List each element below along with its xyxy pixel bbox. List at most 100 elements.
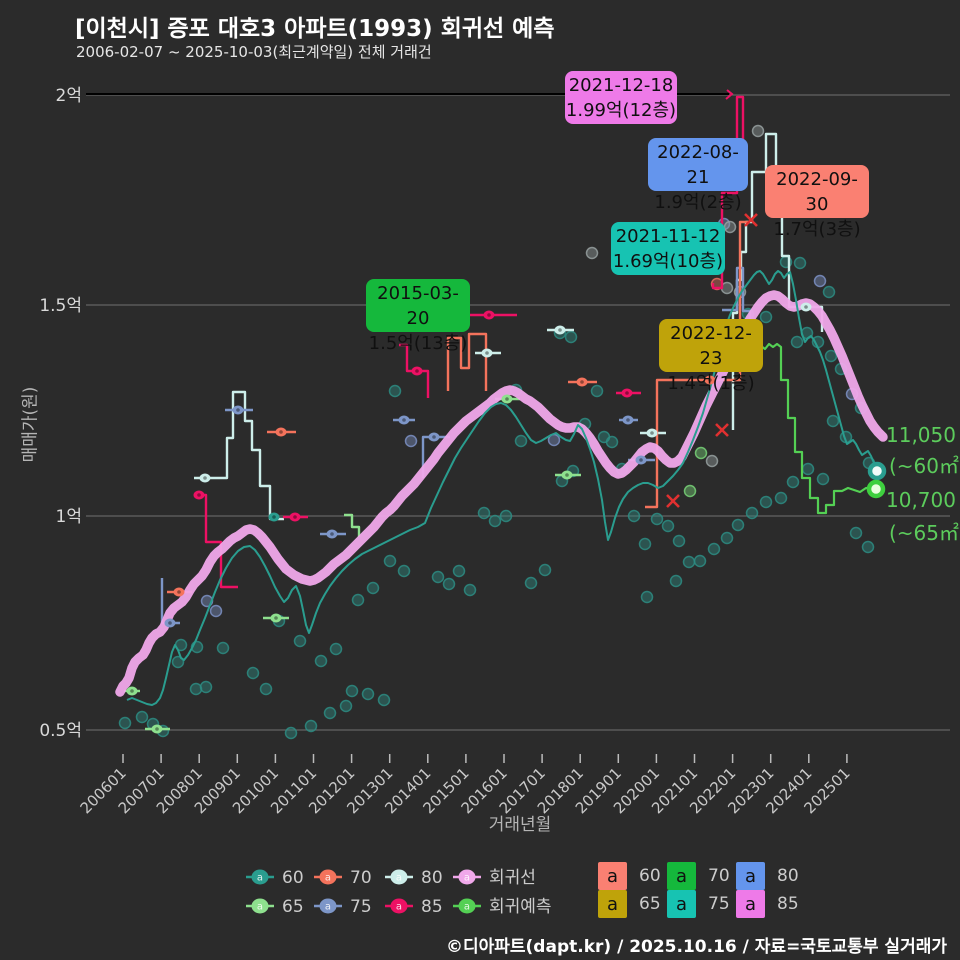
legend-item-85[interactable]: a 85 xyxy=(385,897,443,917)
y-tick-label: 0.5억 xyxy=(39,721,82,741)
legend-item-회귀예측[interactable]: a 회귀예측 xyxy=(453,897,552,917)
scatter-dot xyxy=(329,642,343,656)
legend-item-label: 70 xyxy=(350,868,372,888)
scatter-dot xyxy=(477,506,491,520)
deal-marker-core xyxy=(415,369,419,373)
annotation-price: 1.7억(3층) xyxy=(773,219,861,240)
scatter-dot xyxy=(323,706,337,720)
deal-marker xyxy=(289,512,301,522)
scatter-dot xyxy=(745,506,759,520)
deal-marker xyxy=(621,388,633,398)
scatter-dot xyxy=(849,526,863,540)
series-regression-line xyxy=(115,290,888,697)
forecast-end-dot xyxy=(867,461,887,481)
deal-marker-core xyxy=(708,378,712,382)
scatter-dot xyxy=(731,518,745,532)
legend-box-85[interactable]: a xyxy=(736,890,765,918)
legend-item-70[interactable]: a 70 xyxy=(314,868,372,888)
deal-marker xyxy=(151,724,163,734)
legend-box-75[interactable]: a xyxy=(667,890,696,918)
legend-item-60[interactable]: a 60 xyxy=(246,868,304,888)
scatter-dot xyxy=(816,472,830,486)
annotation-date: 2015-03-20 xyxy=(377,283,459,329)
deal-marker xyxy=(554,325,566,335)
legend-box-70[interactable]: a xyxy=(667,862,696,890)
deal-marker-core xyxy=(203,476,207,480)
legend-marker-glyph: a xyxy=(464,873,470,884)
legend-box-80[interactable]: a xyxy=(736,862,765,890)
legend-marker-glyph: a xyxy=(464,902,470,913)
annotation-box: 2021-12-18 1.99억(12층) xyxy=(565,71,677,124)
deal-marker xyxy=(483,310,495,320)
deal-marker-core xyxy=(505,397,509,401)
scatter-dot xyxy=(304,719,318,733)
forecast-end-dot xyxy=(866,479,886,499)
scatter-dot xyxy=(790,335,804,349)
annotation-date: 2022-12-23 xyxy=(670,323,752,369)
scatter-dot xyxy=(650,512,664,526)
scatter-dot xyxy=(216,641,230,655)
scatter-dot xyxy=(404,434,418,448)
legend-item-65[interactable]: a 65 xyxy=(246,897,304,917)
scatter-dot xyxy=(538,563,552,577)
scatter-dot xyxy=(345,684,359,698)
legend-marker-glyph: a xyxy=(325,873,331,884)
legend-item-회귀선[interactable]: a 회귀선 xyxy=(453,868,536,888)
scatter-dot xyxy=(605,435,619,449)
legend-box-60[interactable]: a xyxy=(598,862,627,890)
series-step-crimson xyxy=(711,95,745,290)
scatter-dot xyxy=(861,540,875,554)
gridlines: 2억 1.5억 1억 0.5억 xyxy=(39,86,950,741)
legend-item-label: 80 xyxy=(421,868,443,888)
series-step-palecyan xyxy=(194,390,284,521)
scatter-dot xyxy=(723,220,737,234)
scatter-dot xyxy=(524,576,538,590)
deal-marker xyxy=(232,405,244,415)
legend-marker-glyph: a xyxy=(325,902,331,913)
deal-marker-core xyxy=(197,493,201,497)
scatter-dot xyxy=(199,680,213,694)
x-axis-title: 거래년월 xyxy=(488,815,552,835)
deal-marker-core xyxy=(402,418,406,422)
legend-marker-glyph: a xyxy=(257,902,263,913)
annotation-box: 2022-12-23 1.4억(1층) xyxy=(659,319,763,394)
series-step-salmon xyxy=(645,220,748,509)
deal-marker xyxy=(428,432,440,442)
forecast-value-label: 10,700 xyxy=(886,488,956,512)
deal-marker-core xyxy=(580,380,584,384)
deal-marker-core xyxy=(487,313,491,317)
annotation-date: 2022-08-21 xyxy=(657,142,739,188)
scatter-dot xyxy=(682,555,696,569)
deal-marker-core xyxy=(639,458,643,462)
deal-marker xyxy=(501,394,513,404)
scatter-dot xyxy=(640,590,654,604)
y-tick-label: 1억 xyxy=(56,507,82,527)
legend-item-label: 회귀예측 xyxy=(489,897,552,917)
scatter-dot xyxy=(339,699,353,713)
annotation-date: 2021-11-12 xyxy=(615,226,721,247)
page-title: [이천시] 증포 대호3 아파트(1993) 회귀선 예측 xyxy=(75,16,555,42)
legend-item-75[interactable]: a 75 xyxy=(314,897,372,917)
scatter-dot xyxy=(209,604,223,618)
deal-marker-core xyxy=(558,328,562,332)
annotation-date: 2021-12-18 xyxy=(568,75,674,96)
legend-box-65[interactable]: a xyxy=(598,890,627,918)
deal-marker-core xyxy=(804,305,808,309)
legend-item-label: 75 xyxy=(350,897,372,917)
scatter-dot xyxy=(759,495,773,509)
deal-marker xyxy=(481,348,493,358)
deal-marker-core xyxy=(272,515,276,519)
y-tick-label: 1.5억 xyxy=(39,296,82,316)
deal-marker xyxy=(561,470,573,480)
scatter-dot xyxy=(514,434,528,448)
legend-marker-icon xyxy=(390,898,408,914)
scatter-dot xyxy=(171,655,185,669)
footer-credit: ©디아파트(dapt.kr) / 2025.10.16 / 자료=국토교통부 실… xyxy=(445,937,947,957)
legend-item-80[interactable]: a 80 xyxy=(385,868,443,888)
deal-marker-core xyxy=(293,515,297,519)
deal-marker-core xyxy=(330,532,334,536)
scatter-dot xyxy=(751,124,765,138)
deal-marker-core xyxy=(650,431,654,435)
